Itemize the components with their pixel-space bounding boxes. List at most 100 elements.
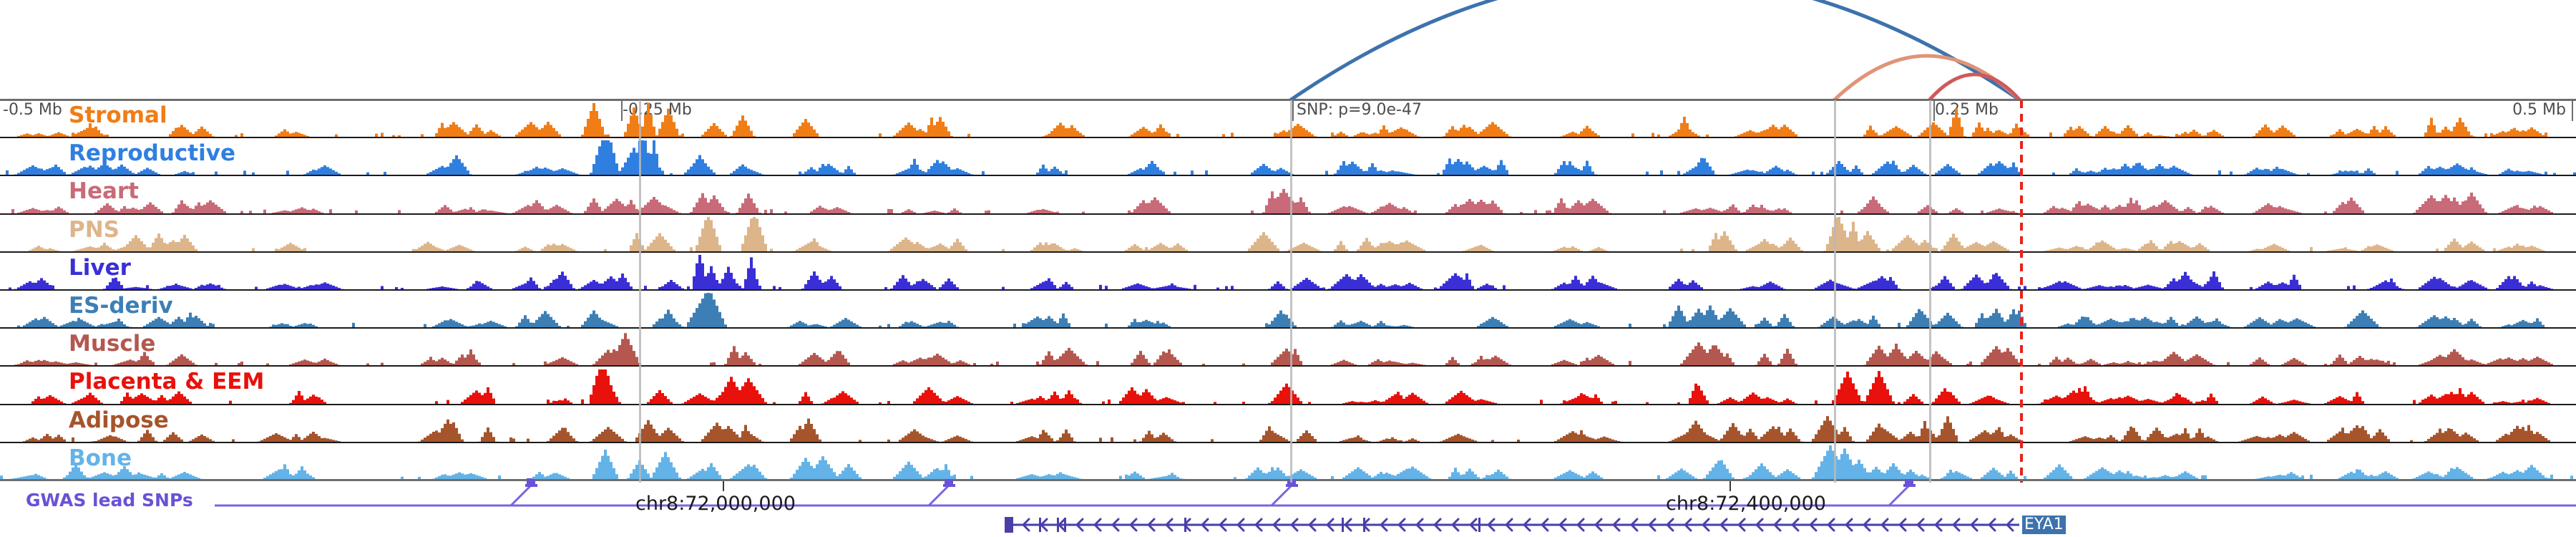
track-label-bone: Bone	[69, 445, 132, 471]
gwas-snp-marker[interactable]	[1905, 478, 1913, 485]
gene-strand-arrow	[1737, 518, 1746, 532]
axis-tick-mark	[2572, 101, 2573, 121]
track-signal-profile	[0, 407, 2576, 442]
signal-peaks	[0, 445, 2573, 479]
loop-distal-blue	[1288, 0, 2022, 100]
gene-strand-arrow	[1845, 518, 1853, 532]
gene-strand-arrow	[1773, 518, 1782, 532]
tissue-track-row[interactable]: Stromal	[0, 100, 2576, 139]
gene-strand-arrow	[1612, 518, 1621, 532]
track-label-reproductive: Reproductive	[69, 140, 235, 167]
gene-strand-arrow	[1397, 518, 1406, 532]
tissue-track-stack: Stromal Reproductive Heart PNS Liver ES-deriv…	[0, 100, 2576, 481]
track-label-muscle: Muscle	[69, 331, 156, 357]
track-label-stromal: Stromal	[69, 102, 167, 128]
gwas-snp-marker-foot	[1903, 484, 1916, 487]
tissue-track-row[interactable]: ES-deriv	[0, 291, 2576, 329]
gene-strand-arrow	[1630, 518, 1639, 532]
gene-strand-arrow	[1558, 518, 1567, 532]
axis-tick-label: 0.5 Mb	[2512, 101, 2566, 119]
gene-strand-arrow	[1648, 518, 1657, 532]
gene-exon	[1064, 518, 1066, 532]
track-signal-profile	[0, 179, 2576, 213]
axis-tick-label: SNP: p=9.0e-47	[1297, 101, 1422, 119]
gwas-snp-leader-line	[927, 484, 950, 507]
gene-strand-arrow	[1863, 518, 1871, 532]
gene-exon	[1005, 518, 1007, 532]
gene-strand-arrow	[1576, 518, 1585, 532]
gwas-snp-marker-foot	[943, 484, 955, 487]
track-label-pns: PNS	[69, 216, 119, 243]
gene-exon	[1478, 518, 1480, 532]
gene-strand-arrow	[1272, 518, 1281, 532]
gene-name-label[interactable]: EYA1	[2022, 516, 2066, 534]
gene-model-track	[0, 513, 2576, 537]
gene-strand-arrow	[1952, 518, 1961, 532]
signal-peaks	[9, 254, 2553, 289]
gene-strand-arrow	[1970, 518, 1979, 532]
gwas-snp-marker-foot	[525, 484, 537, 487]
gene-strand-arrow	[1934, 518, 1943, 532]
signal-peaks	[14, 333, 2553, 366]
gene-strand-arrow	[1380, 518, 1388, 532]
gene-exon	[1342, 518, 1344, 532]
gene-strand-arrow	[1254, 518, 1263, 532]
gwas-lead-snps-label: GWAS lead SNPs	[26, 490, 193, 511]
axis-tick-mark	[1292, 101, 1294, 121]
gene-strand-arrow	[1898, 518, 1907, 532]
gene-strand-arrow	[1111, 518, 1120, 532]
chromatin-loop-arcs	[0, 0, 2576, 100]
track-label-adipose: Adipose	[69, 407, 169, 433]
gwas-snp-marker[interactable]	[527, 478, 535, 485]
tissue-track-row[interactable]: Heart	[0, 176, 2576, 215]
gene-exon	[1057, 518, 1059, 532]
gene-strand-arrow	[1719, 518, 1728, 532]
gene-strand-arrow	[1415, 518, 1424, 532]
gene-strand-arrow	[1988, 518, 1996, 532]
gene-strand-arrow	[1684, 518, 1692, 532]
gene-strand-arrow	[1022, 518, 1030, 532]
tissue-track-row[interactable]: Reproductive	[0, 138, 2576, 177]
gene-strand-arrow	[1075, 518, 1084, 532]
tissue-track-row[interactable]: PNS	[0, 215, 2576, 253]
gene-strand-arrow	[1236, 518, 1245, 532]
gene-strand-arrow	[1755, 518, 1764, 532]
tissue-track-row[interactable]: Placenta & EEM	[0, 367, 2576, 405]
signal-peaks	[17, 102, 2547, 137]
track-signal-profile	[0, 102, 2576, 137]
track-label-heart: Heart	[69, 178, 139, 205]
gene-strand-arrow	[1702, 518, 1710, 532]
gene-strand-arrow	[1308, 518, 1317, 532]
gene-strand-arrow	[1523, 518, 1531, 532]
gene-exon	[1184, 518, 1186, 532]
gene-strand-arrow	[1093, 518, 1102, 532]
tissue-track-row[interactable]: Adipose	[0, 405, 2576, 443]
tissue-track-row[interactable]: Muscle	[0, 329, 2576, 367]
track-signal-profile	[0, 254, 2576, 289]
gene-strand-arrow	[1505, 518, 1513, 532]
gene-strand-arrow	[1791, 518, 1800, 532]
gwas-snp-leader-line	[509, 484, 532, 507]
tissue-track-row[interactable]: Bone	[0, 443, 2576, 481]
gwas-snp-leader-line	[1888, 484, 1911, 507]
coordinate-label: chr8:72,000,000	[635, 493, 796, 515]
gene-strand-arrow	[1201, 518, 1209, 532]
gene-strand-arrow	[1219, 518, 1227, 532]
track-signal-profile	[0, 445, 2576, 479]
gene-strand-arrow	[1451, 518, 1460, 532]
coordinate-label: chr8:72,400,000	[1666, 493, 1826, 515]
axis-tick-mark	[621, 101, 623, 121]
gwas-snp-marker-foot	[1286, 484, 1298, 487]
gene-strand-arrow	[1487, 518, 1496, 532]
gwas-snp-marker[interactable]	[945, 478, 953, 485]
gene-exon	[1039, 518, 1041, 532]
track-signal-profile	[0, 369, 2576, 404]
axis-tick-label: -0.5 Mb	[3, 101, 62, 119]
gwas-snp-leader-line	[1270, 484, 1293, 507]
gene-strand-arrow	[1433, 518, 1442, 532]
gwas-lead-snps-track	[0, 478, 2576, 511]
tissue-track-row[interactable]: Liver	[0, 253, 2576, 291]
track-signal-profile	[0, 140, 2576, 175]
coordinate-tick-mark	[1729, 481, 1731, 491]
